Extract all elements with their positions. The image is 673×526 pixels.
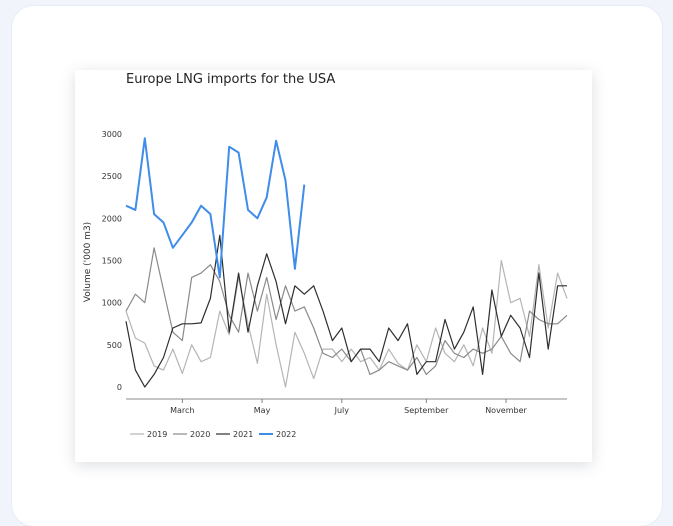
series-line-2021: [125, 234, 567, 388]
x-tick-label: May: [254, 406, 271, 415]
legend-label-2021: 2021: [233, 430, 253, 439]
y-tick-label: 2000: [102, 214, 122, 223]
series-line-2020: [125, 247, 568, 375]
line-chart: Europe LNG imports for the USA Volume ('…: [83, 72, 568, 439]
x-tick-label: September: [404, 406, 449, 415]
y-tick-label: 3000: [102, 130, 122, 139]
x-tick-label: July: [334, 406, 350, 415]
y-tick-label: 0: [117, 383, 122, 392]
legend-label-2019: 2019: [147, 430, 167, 439]
x-tick-label: March: [170, 406, 194, 415]
series-line-2022: [125, 137, 306, 279]
chart-title: Europe LNG imports for the USA: [126, 72, 335, 87]
legend-label-2022: 2022: [276, 430, 296, 439]
x-tick-label: November: [485, 406, 527, 415]
y-tick-label: 1500: [102, 257, 122, 266]
y-tick-label: 500: [107, 341, 122, 350]
y-axis-label: Volume ('000 m3): [83, 222, 93, 302]
legend-label-2020: 2020: [190, 430, 210, 439]
y-tick-label: 2500: [102, 172, 122, 181]
y-tick-label: 1000: [102, 299, 122, 308]
chart-figure: Europe LNG imports for the USA Volume ('…: [75, 70, 592, 462]
